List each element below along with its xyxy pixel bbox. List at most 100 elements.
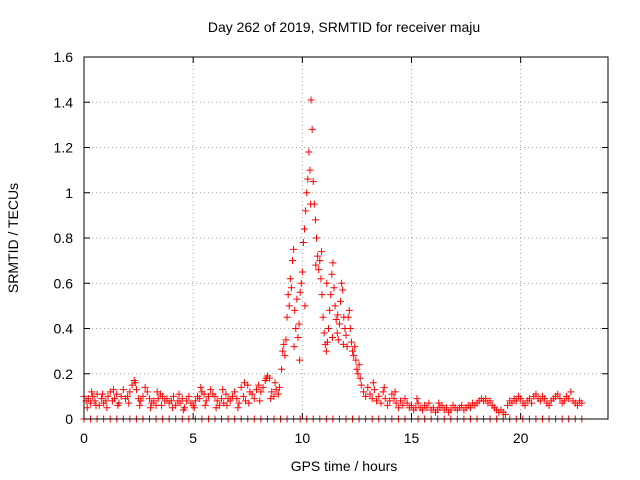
data-point [429, 404, 437, 412]
x-tick-label: 5 [189, 430, 197, 446]
data-point [222, 390, 230, 398]
data-point [114, 401, 122, 409]
data-point [311, 216, 319, 224]
data-point [567, 388, 575, 396]
data-point [418, 406, 426, 414]
data-point [332, 315, 340, 323]
data-point [368, 395, 376, 403]
data-point [84, 395, 92, 403]
data-point [458, 401, 466, 409]
data-point [202, 397, 210, 405]
data-point [423, 404, 431, 412]
data-point [102, 397, 110, 405]
plot-frame [83, 56, 609, 420]
data-point [297, 279, 305, 287]
data-point [381, 395, 389, 403]
data-point [99, 390, 107, 398]
data-point [302, 207, 310, 215]
data-point [326, 306, 334, 314]
data-point [256, 397, 264, 405]
data-point [125, 399, 133, 407]
data-point [250, 395, 258, 403]
data-point [370, 386, 378, 394]
data-point [447, 406, 455, 414]
data-point [228, 392, 236, 400]
data-point [329, 259, 337, 267]
data-point [239, 392, 247, 400]
data-point [298, 268, 306, 276]
data-point [386, 397, 394, 405]
data-point [91, 397, 99, 405]
data-point [290, 343, 298, 351]
data-point [124, 392, 132, 400]
data-point [545, 401, 553, 409]
data-point [525, 395, 533, 403]
data-point [318, 291, 326, 299]
data-point [383, 401, 391, 409]
data-point [274, 390, 282, 398]
data-point [259, 383, 267, 391]
data-point [334, 311, 342, 319]
data-point [541, 395, 549, 403]
data-point [103, 404, 111, 412]
data-point [296, 356, 304, 364]
data-point [191, 397, 199, 405]
x-tick-label: 10 [295, 430, 311, 446]
y-tick-label: 0.2 [54, 366, 74, 382]
y-tick-label: 0.8 [54, 230, 74, 246]
data-point [319, 313, 327, 321]
data-point [168, 404, 176, 412]
data-point [147, 404, 155, 412]
data-point [501, 410, 509, 418]
data-point [113, 390, 121, 398]
data-point [185, 392, 193, 400]
data-point [486, 397, 494, 405]
data-point [344, 313, 352, 321]
data-point [305, 148, 313, 156]
data-point [312, 261, 320, 269]
data-point [257, 388, 265, 396]
data-point [364, 383, 372, 391]
data-point [313, 234, 321, 242]
data-point [131, 379, 139, 387]
data-point [362, 392, 370, 400]
data-point [287, 284, 295, 292]
data-point [369, 379, 377, 387]
data-point [88, 388, 96, 396]
data-point [327, 291, 335, 299]
data-point [335, 320, 343, 328]
data-point [339, 286, 347, 294]
data-points [80, 96, 586, 423]
data-point [331, 302, 339, 310]
data-point [92, 401, 100, 409]
data-point [413, 395, 421, 403]
data-point [248, 390, 256, 398]
data-point [178, 395, 186, 403]
data-point [318, 248, 326, 256]
data-point [334, 336, 342, 344]
data-point [211, 392, 219, 400]
data-point [255, 381, 263, 389]
data-point [278, 365, 286, 373]
data-point [345, 306, 353, 314]
data-point [573, 401, 581, 409]
data-point [245, 399, 253, 407]
data-point [207, 386, 215, 394]
data-point [252, 386, 260, 394]
data-point [290, 245, 298, 253]
data-point [218, 395, 226, 403]
data-point [375, 392, 383, 400]
data-point [289, 257, 297, 265]
y-tick-label: 0.6 [54, 275, 74, 291]
data-point [330, 284, 338, 292]
data-point [299, 239, 307, 247]
data-point [308, 125, 316, 133]
x-tick-label: 20 [513, 430, 529, 446]
data-point [379, 388, 387, 396]
data-point [408, 401, 415, 409]
data-point [320, 329, 328, 337]
data-point [271, 379, 279, 387]
data-point [554, 390, 562, 398]
data-point [352, 356, 360, 364]
data-point [143, 388, 151, 396]
